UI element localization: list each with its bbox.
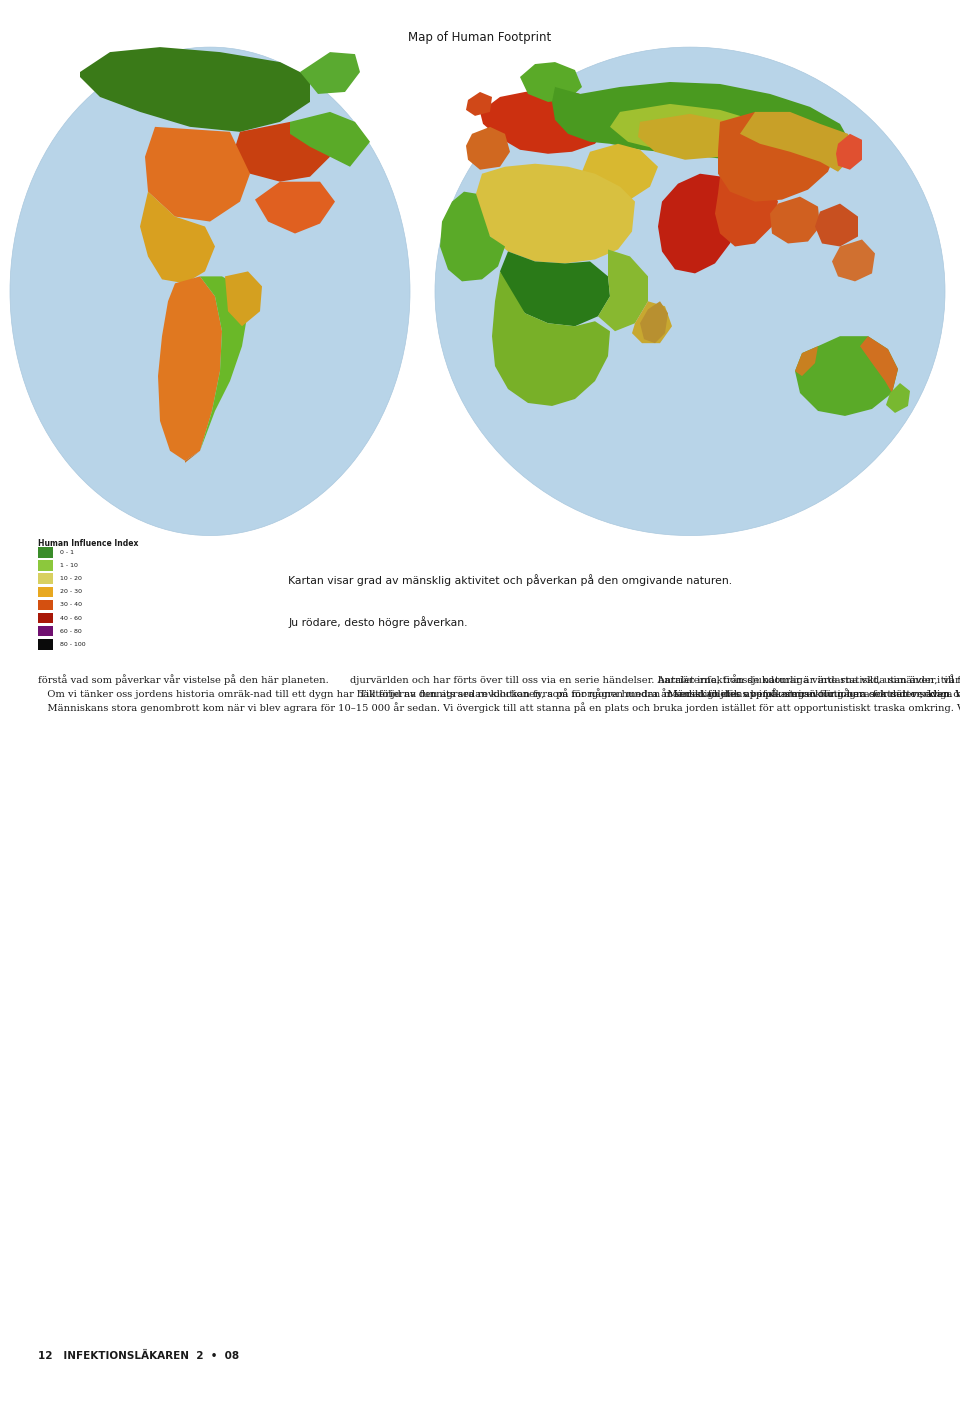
Ellipse shape	[435, 48, 945, 535]
Polygon shape	[255, 181, 335, 233]
Polygon shape	[185, 411, 215, 463]
Bar	[38, 600, 53, 611]
Text: 40 - 60: 40 - 60	[60, 615, 82, 621]
Polygon shape	[200, 277, 248, 451]
Ellipse shape	[10, 48, 410, 535]
Text: Ju rödare, desto högre påverkan.: Ju rödare, desto högre påverkan.	[288, 616, 468, 628]
Polygon shape	[886, 383, 910, 413]
Text: Human Influence Index: Human Influence Index	[38, 539, 139, 548]
Text: 60 - 80: 60 - 80	[60, 629, 82, 633]
Text: 0 - 1: 0 - 1	[60, 550, 74, 555]
Text: barriärerna, från de naturliga värdarna vilda simänder, till fjäderfä. Lyckas in: barriärerna, från de naturliga värdarna …	[658, 674, 960, 699]
Polygon shape	[480, 87, 608, 154]
Polygon shape	[795, 347, 818, 376]
Polygon shape	[500, 251, 610, 326]
Polygon shape	[860, 336, 898, 393]
Polygon shape	[476, 164, 635, 264]
Text: 80 - 100: 80 - 100	[60, 642, 85, 647]
Bar	[38, 587, 53, 597]
Polygon shape	[440, 192, 505, 281]
Polygon shape	[158, 277, 222, 461]
Bar	[38, 639, 53, 650]
Polygon shape	[832, 240, 875, 281]
Polygon shape	[300, 52, 360, 94]
Text: Kartan visar grad av mänsklig aktivitet och påverkan på den omgivande naturen.: Kartan visar grad av mänsklig aktivitet …	[288, 574, 732, 585]
Polygon shape	[290, 112, 370, 167]
Polygon shape	[718, 112, 838, 202]
Bar	[38, 548, 53, 557]
Polygon shape	[582, 143, 658, 199]
Bar	[38, 612, 53, 623]
Text: förstå vad som påverkar vår vistelse på den här planeten.
   Om vi tänker oss jo: förstå vad som påverkar vår vistelse på …	[38, 674, 960, 713]
Polygon shape	[466, 126, 510, 170]
Polygon shape	[795, 336, 898, 416]
Polygon shape	[520, 62, 582, 102]
Polygon shape	[145, 126, 250, 222]
Text: 10 - 20: 10 - 20	[60, 576, 82, 581]
Polygon shape	[140, 192, 215, 284]
Polygon shape	[466, 91, 492, 117]
Text: 30 - 40: 30 - 40	[60, 602, 82, 608]
Bar	[38, 573, 53, 584]
Text: djurvärlden och har förts över till oss via en serie händelser. Antalet infektio: djurvärlden och har förts över till oss …	[350, 674, 960, 699]
Polygon shape	[640, 302, 668, 343]
Polygon shape	[836, 133, 862, 170]
Polygon shape	[492, 271, 610, 406]
Polygon shape	[552, 81, 850, 161]
Bar	[38, 626, 53, 636]
Bar	[38, 560, 53, 571]
Polygon shape	[80, 48, 310, 132]
Polygon shape	[815, 204, 858, 247]
Polygon shape	[770, 197, 820, 243]
Polygon shape	[225, 271, 262, 326]
Text: Map of Human Footprint: Map of Human Footprint	[408, 31, 552, 44]
Polygon shape	[610, 104, 780, 152]
Polygon shape	[715, 171, 778, 247]
Text: 1 - 10: 1 - 10	[60, 563, 78, 569]
Polygon shape	[740, 112, 855, 171]
Polygon shape	[632, 302, 672, 343]
Polygon shape	[598, 250, 648, 331]
Text: 20 - 30: 20 - 30	[60, 590, 82, 594]
Text: 12   INFEKTIONSLÄKAREN  2  •  08: 12 INFEKTIONSLÄKAREN 2 • 08	[38, 1351, 240, 1360]
Polygon shape	[658, 174, 740, 274]
Polygon shape	[232, 122, 330, 181]
Polygon shape	[638, 114, 740, 160]
